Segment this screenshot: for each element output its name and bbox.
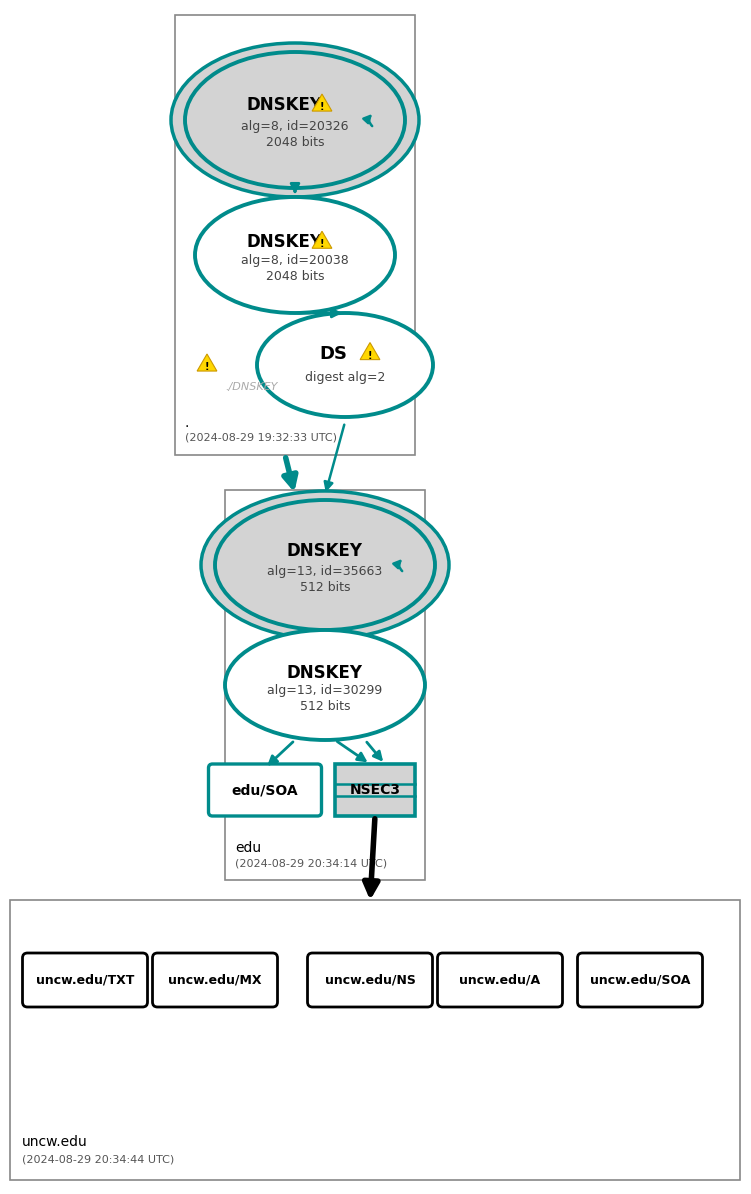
- Text: uncw.edu/A: uncw.edu/A: [460, 973, 541, 986]
- FancyBboxPatch shape: [578, 953, 702, 1007]
- Text: uncw.edu: uncw.edu: [22, 1135, 88, 1149]
- Text: !: !: [368, 351, 372, 361]
- Text: uncw.edu/SOA: uncw.edu/SOA: [590, 973, 690, 986]
- FancyBboxPatch shape: [335, 764, 415, 816]
- Text: DNSKEY: DNSKEY: [287, 542, 363, 560]
- Text: digest alg=2: digest alg=2: [305, 371, 385, 384]
- Bar: [10, 900, 740, 1180]
- Text: 2048 bits: 2048 bits: [266, 136, 324, 149]
- Text: uncw.edu/TXT: uncw.edu/TXT: [36, 973, 134, 986]
- Text: !: !: [320, 240, 324, 250]
- Text: ./DNSKEY: ./DNSKEY: [225, 382, 277, 392]
- Text: !: !: [320, 103, 324, 112]
- FancyBboxPatch shape: [209, 764, 321, 816]
- Text: .: .: [185, 416, 189, 430]
- Text: 512 bits: 512 bits: [300, 700, 350, 713]
- Text: !: !: [205, 362, 210, 373]
- Polygon shape: [197, 353, 217, 371]
- Text: DS: DS: [319, 345, 347, 363]
- Ellipse shape: [185, 53, 405, 187]
- Ellipse shape: [195, 197, 395, 313]
- Ellipse shape: [225, 630, 425, 740]
- Text: alg=13, id=35663: alg=13, id=35663: [267, 565, 382, 578]
- Polygon shape: [360, 343, 380, 359]
- Polygon shape: [312, 94, 332, 111]
- Text: alg=13, id=30299: alg=13, id=30299: [267, 684, 382, 697]
- FancyBboxPatch shape: [438, 953, 562, 1007]
- Text: 2048 bits: 2048 bits: [266, 270, 324, 283]
- FancyBboxPatch shape: [152, 953, 278, 1007]
- Text: DNSKEY: DNSKEY: [247, 233, 323, 251]
- Text: edu/SOA: edu/SOA: [232, 783, 298, 798]
- Text: DNSKEY: DNSKEY: [247, 96, 323, 115]
- FancyBboxPatch shape: [23, 953, 147, 1007]
- Polygon shape: [312, 232, 332, 248]
- Ellipse shape: [171, 43, 419, 197]
- Ellipse shape: [215, 500, 435, 630]
- Text: NSEC3: NSEC3: [349, 783, 400, 798]
- Text: edu: edu: [235, 841, 261, 855]
- Ellipse shape: [201, 491, 449, 639]
- Text: alg=8, id=20326: alg=8, id=20326: [241, 121, 348, 134]
- Text: (2024-08-29 20:34:14 UTC): (2024-08-29 20:34:14 UTC): [235, 858, 387, 868]
- Text: (2024-08-29 19:32:33 UTC): (2024-08-29 19:32:33 UTC): [185, 433, 337, 443]
- Text: DNSKEY: DNSKEY: [287, 664, 363, 682]
- Text: uncw.edu/MX: uncw.edu/MX: [168, 973, 262, 986]
- Bar: [225, 490, 425, 880]
- Ellipse shape: [257, 313, 433, 417]
- Text: 512 bits: 512 bits: [300, 581, 350, 593]
- Text: (2024-08-29 20:34:44 UTC): (2024-08-29 20:34:44 UTC): [22, 1153, 174, 1164]
- Text: uncw.edu/NS: uncw.edu/NS: [324, 973, 415, 986]
- FancyBboxPatch shape: [307, 953, 433, 1007]
- Bar: [175, 16, 415, 455]
- Text: alg=8, id=20038: alg=8, id=20038: [241, 254, 349, 267]
